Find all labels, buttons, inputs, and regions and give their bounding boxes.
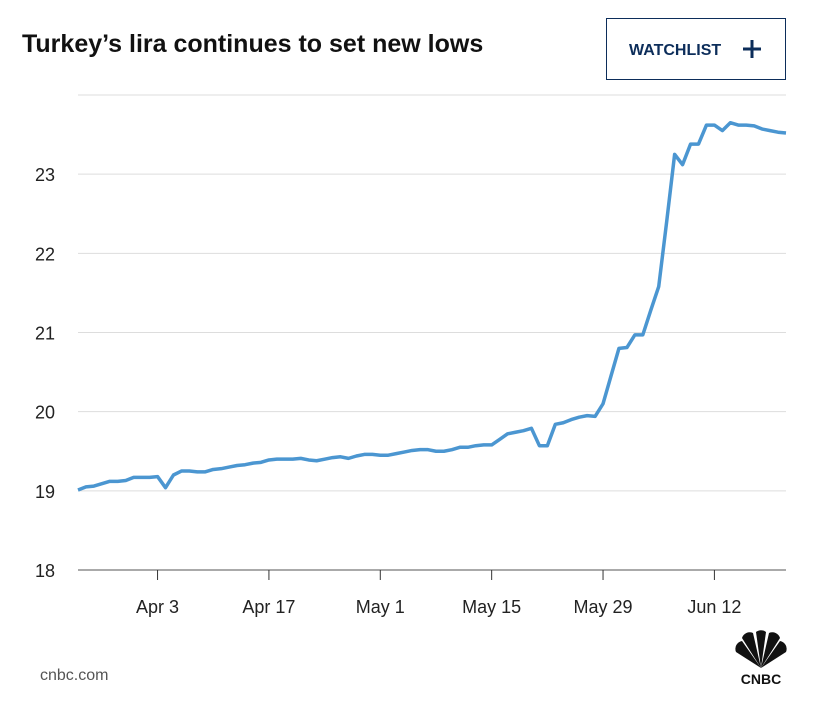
logo-feather bbox=[756, 630, 766, 668]
cnbc-logo: CNBC bbox=[735, 630, 787, 687]
logo-feather bbox=[742, 632, 761, 668]
logo-text: CNBC bbox=[741, 671, 781, 687]
logo-feather bbox=[761, 632, 780, 668]
y-tick-label: 23 bbox=[35, 165, 55, 185]
y-tick-label: 19 bbox=[35, 482, 55, 502]
x-tick-label: May 29 bbox=[574, 597, 633, 617]
x-tick-label: May 15 bbox=[462, 597, 521, 617]
chart-title: Turkey’s lira continues to set new lows bbox=[22, 30, 483, 58]
logo-feather bbox=[735, 641, 761, 668]
line-series bbox=[77, 120, 787, 492]
y-tick-label: 21 bbox=[35, 324, 55, 344]
button-label[interactable]: WATCHLIST bbox=[629, 42, 721, 59]
watchlist-button[interactable]: WATCHLIST bbox=[606, 18, 786, 80]
x-tick-label: Jun 12 bbox=[687, 597, 741, 617]
plus-icon[interactable] bbox=[743, 40, 761, 58]
x-tick-label: Apr 3 bbox=[136, 597, 179, 617]
y-tick-label: 22 bbox=[35, 244, 55, 264]
y-tick-label: 20 bbox=[35, 403, 55, 423]
y-tick-label: 18 bbox=[35, 561, 55, 581]
plot-area: 18 19 20 21 22 23 Apr 3 Apr 17 May 1 May 15 May 29… bbox=[35, 120, 787, 617]
source: cnbc.com bbox=[40, 667, 108, 684]
x-tick-label: Apr 17 bbox=[242, 597, 295, 617]
logo-feather bbox=[761, 641, 787, 668]
x-tick-label: May 1 bbox=[356, 597, 405, 617]
